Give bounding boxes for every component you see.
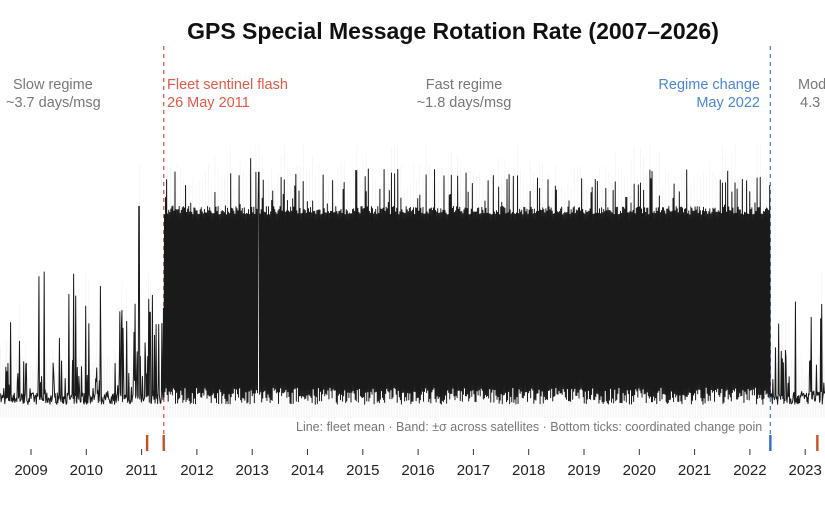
change-point-ticks	[145, 435, 819, 451]
x-tick-label: 2023	[789, 462, 822, 479]
change-point-tick	[816, 435, 819, 451]
x-axis: 2009 2010 2011 2012 2013 2014 2015 2016 2017 2018…	[14, 449, 822, 479]
mod-regime-label: Mod	[798, 77, 825, 93]
footnote: Line: fleet mean · Band: ±σ across satel…	[296, 420, 762, 434]
x-tick-label: 2016	[401, 462, 434, 479]
sentinel-event-label: Fleet sentinel flash	[167, 77, 288, 93]
sentinel-event-date: 26 May 2011	[167, 95, 250, 111]
x-tick-label: 2010	[70, 462, 103, 479]
x-tick-label: 2020	[623, 462, 656, 479]
x-tick-label: 2018	[512, 462, 545, 479]
x-tick-label: 2012	[180, 462, 213, 479]
change-point-tick	[769, 435, 772, 451]
x-tick-label: 2009	[14, 462, 47, 479]
fast-regime-label: Fast regime	[426, 77, 503, 93]
x-tick-label: 2019	[567, 462, 600, 479]
x-tick-label: 2011	[125, 462, 157, 479]
series-fleet-mean-line	[0, 158, 825, 405]
regime-change-date: May 2022	[696, 95, 760, 111]
x-tick-label: 2017	[457, 462, 490, 479]
mod-regime-rate: 4.3	[800, 95, 820, 111]
x-tick-label: 2022	[733, 462, 766, 479]
x-tick-label: 2015	[346, 462, 379, 479]
x-tick-label: 2021	[678, 462, 711, 479]
regime-change-label: Regime change	[658, 77, 760, 93]
change-point-tick	[162, 435, 165, 451]
change-point-tick	[145, 435, 149, 451]
fast-regime-rate: ~1.8 days/msg	[417, 95, 512, 111]
x-tick-label: 2014	[291, 462, 324, 479]
chart-title: GPS Special Message Rotation Rate (2007–…	[187, 18, 719, 44]
x-tick-label: 2013	[236, 462, 269, 479]
slow-regime-rate: ~3.7 days/msg	[6, 95, 101, 111]
slow-regime-label: Slow regime	[13, 77, 93, 93]
